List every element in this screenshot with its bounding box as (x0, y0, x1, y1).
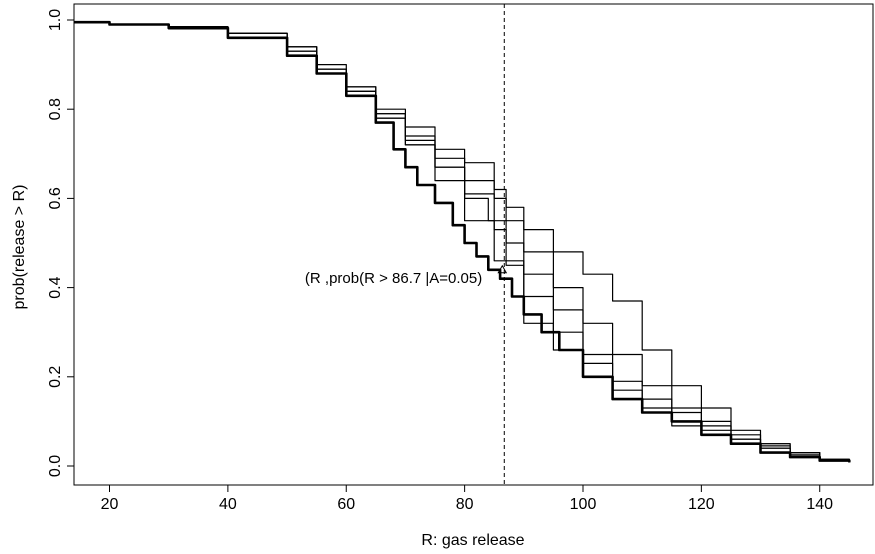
series-line-6 (74, 21, 850, 463)
plot-area-frame (73, 3, 874, 486)
y-axis-title: prob(release > R) (11, 185, 28, 310)
x-tick-label: 60 (337, 496, 355, 513)
series-line-2 (74, 21, 850, 463)
x-tick-label: 140 (806, 496, 833, 513)
x-tick-label: 100 (570, 496, 597, 513)
y-tick-label: 0.0 (47, 455, 64, 477)
series-line-4 (74, 21, 850, 463)
annotation-text: (R ,prob(R > 86.7 |A=0.05) (305, 270, 482, 287)
series-group (74, 20, 851, 463)
x-axis: 20 40 60 80 100 120 140 (101, 484, 833, 513)
x-tick-label: 20 (101, 496, 119, 513)
y-tick-label: 0.6 (47, 187, 64, 209)
series-line-1 (74, 20, 851, 463)
x-tick-label: 80 (456, 496, 474, 513)
series-line-3 (74, 21, 850, 463)
x-tick-label: 40 (219, 496, 237, 513)
series-line-5 (74, 21, 850, 463)
y-tick-label: 0.2 (47, 366, 64, 388)
x-axis-title: R: gas release (421, 532, 524, 549)
y-tick-label: 0.8 (47, 98, 64, 120)
triangle-marker (497, 264, 508, 274)
y-axis: 0.0 0.2 0.4 0.6 0.8 1.0 (47, 9, 75, 477)
y-tick-label: 0.4 (47, 276, 64, 298)
x-tick-label: 120 (688, 496, 715, 513)
y-tick-label: 1.0 (47, 9, 64, 31)
